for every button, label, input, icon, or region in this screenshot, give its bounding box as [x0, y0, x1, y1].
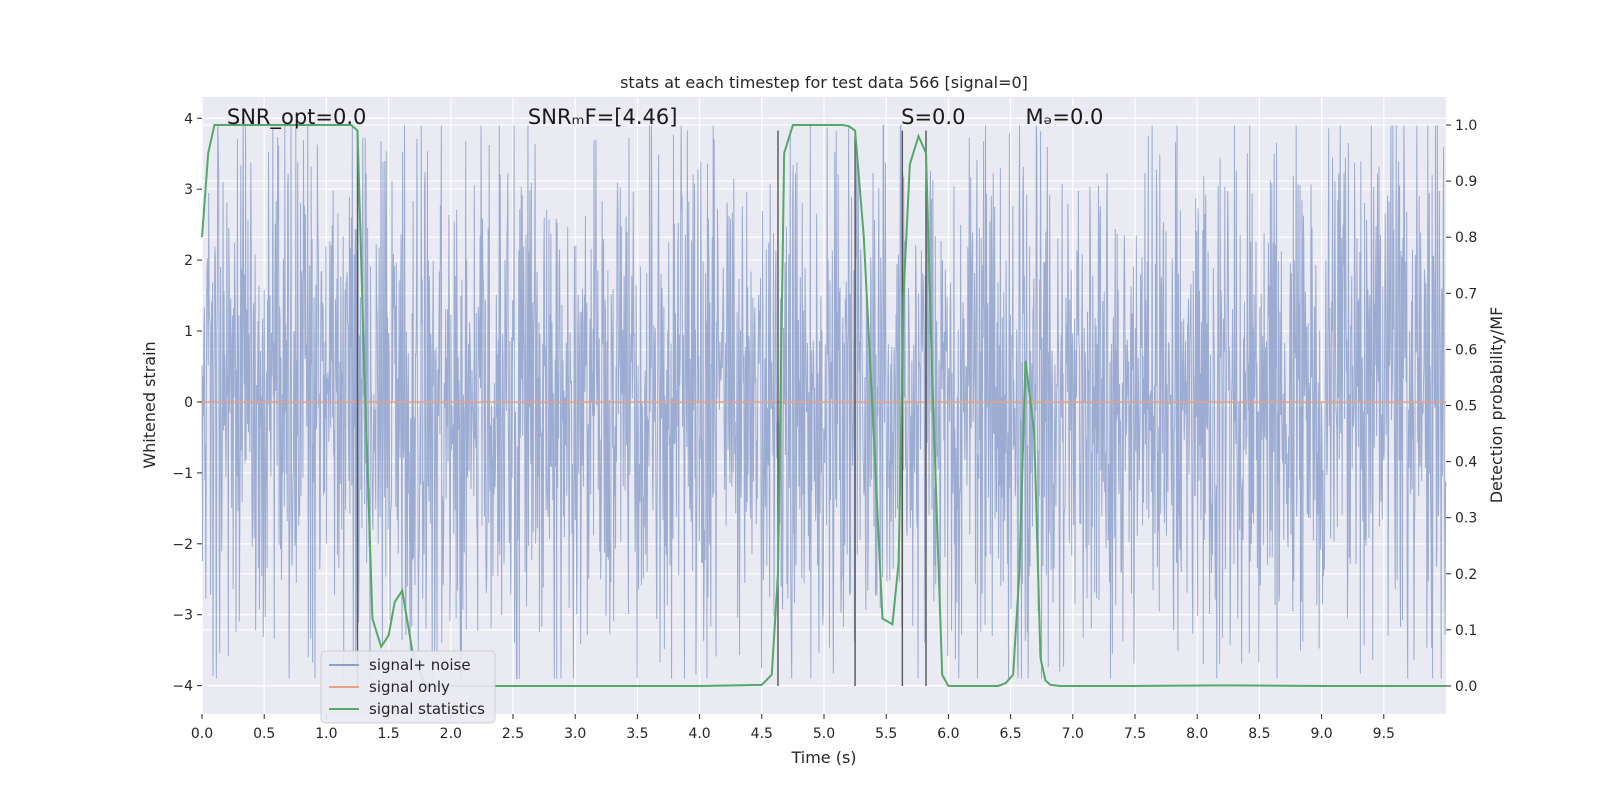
x-tick-label: 8.5 — [1248, 726, 1270, 742]
x-tick-label: 0.0 — [191, 726, 213, 742]
statistics-series — [201, 124, 1446, 687]
y-right-tick-label: 0.7 — [1455, 286, 1477, 302]
y-left-tick-label: 3 — [184, 182, 193, 198]
axis-ticks: 0.0 0.5 1.0 1.5 2.0 2.5 3.0 3.5 4.0 4.5 5.0 5.5 6.0 6… — [172, 111, 1477, 742]
annotations: SNR_opt=0.0 SNRₘF=[4.46] S=0.0 Mₔ=0.0 — [227, 105, 1104, 130]
chart-title: stats at each timestep for test data 566… — [620, 73, 1028, 92]
y-right-tick-label: 0.6 — [1455, 342, 1477, 358]
legend-box — [320, 650, 496, 724]
annotation-mc-value: Mₔ=0.0 — [1026, 105, 1104, 129]
x-tick-label: 3.0 — [564, 726, 586, 742]
legend-label: signal only — [369, 678, 450, 696]
y-right-tick-label: 0.2 — [1455, 567, 1477, 583]
annotation-snr-opt: SNR_opt=0.0 — [227, 105, 367, 130]
x-axis-label: Time (s) — [790, 748, 856, 767]
annotation-snr-mf: SNRₘF=[4.46] — [528, 105, 678, 129]
y-left-tick-label: 2 — [184, 253, 193, 269]
x-tick-label: 1.0 — [315, 726, 337, 742]
y-left-tick-label: −3 — [172, 608, 193, 624]
x-tick-label: 8.0 — [1186, 726, 1208, 742]
x-tick-label: 2.0 — [440, 726, 462, 742]
y-right-tick-label: 0.5 — [1455, 399, 1477, 415]
x-tick-label: 9.5 — [1373, 726, 1395, 742]
x-tick-label: 5.0 — [813, 726, 835, 742]
annotation-s-value: S=0.0 — [901, 105, 965, 129]
y-left-tick-label: 4 — [184, 111, 193, 127]
noise-series — [201, 123, 1447, 680]
y-right-tick-label: 0.0 — [1455, 679, 1477, 695]
x-tick-label: 3.5 — [626, 726, 648, 742]
y-left-tick-label: 1 — [184, 324, 193, 340]
y-left-tick-label: −1 — [172, 466, 193, 482]
x-tick-label: 9.0 — [1310, 726, 1332, 742]
y-left-tick-label: 0 — [184, 395, 193, 411]
y-right-tick-label: 0.8 — [1455, 230, 1477, 246]
y-right-tick-label: 0.3 — [1455, 511, 1477, 527]
noise-line — [201, 123, 1447, 680]
y-right-tick-label: 0.4 — [1455, 455, 1477, 471]
legend-label: signal+ noise — [369, 656, 471, 674]
legend: signal+ noise signal only signal statistic… — [320, 650, 496, 724]
vertical-markers — [356, 130, 927, 686]
y-axis-label-left: Whitened strain — [140, 341, 159, 468]
y-left-tick-label: −4 — [172, 679, 193, 695]
x-tick-label: 0.5 — [253, 726, 275, 742]
y-left-tick-label: −2 — [172, 537, 193, 553]
x-tick-label: 5.5 — [875, 726, 897, 742]
x-tick-label: 7.0 — [1062, 726, 1084, 742]
x-tick-label: 4.5 — [751, 726, 773, 742]
y-axis-label-right: Detection probability/MF — [1487, 307, 1506, 504]
x-tick-label: 6.5 — [999, 726, 1021, 742]
y-right-tick-label: 1.0 — [1455, 118, 1477, 134]
statistics-line — [201, 124, 1446, 687]
x-tick-label: 1.5 — [377, 726, 399, 742]
y-right-tick-label: 0.9 — [1455, 174, 1477, 190]
x-tick-label: 4.0 — [688, 726, 710, 742]
x-tick-label: 6.0 — [937, 726, 959, 742]
x-tick-label: 7.5 — [1124, 726, 1146, 742]
legend-label: signal statistics — [369, 700, 485, 718]
y-right-tick-label: 0.1 — [1455, 623, 1477, 639]
x-tick-label: 2.5 — [502, 726, 524, 742]
